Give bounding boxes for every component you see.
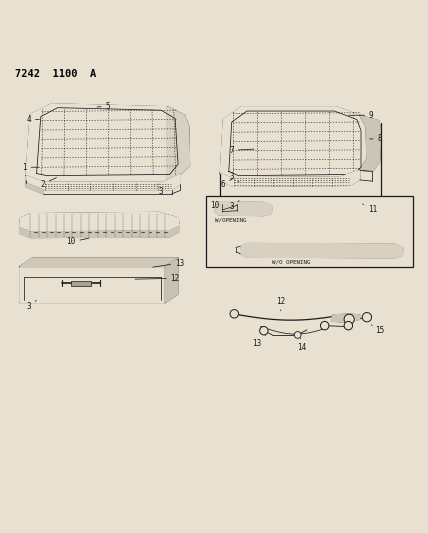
Text: 8: 8 bbox=[370, 134, 382, 143]
Polygon shape bbox=[167, 107, 190, 182]
Circle shape bbox=[344, 314, 354, 325]
Polygon shape bbox=[26, 174, 180, 190]
Text: 11: 11 bbox=[363, 204, 377, 214]
Polygon shape bbox=[220, 170, 360, 186]
Text: 7242  1100  A: 7242 1100 A bbox=[15, 69, 97, 79]
Text: 10: 10 bbox=[210, 201, 219, 211]
Text: 2: 2 bbox=[41, 177, 56, 189]
Polygon shape bbox=[220, 107, 367, 178]
Text: 3: 3 bbox=[229, 173, 239, 182]
Polygon shape bbox=[20, 266, 165, 302]
Circle shape bbox=[294, 332, 301, 338]
Circle shape bbox=[260, 327, 268, 335]
Text: 12: 12 bbox=[276, 297, 285, 311]
Bar bbox=[205, 196, 413, 268]
Text: 7: 7 bbox=[229, 146, 254, 155]
Polygon shape bbox=[332, 314, 360, 322]
Polygon shape bbox=[240, 243, 403, 258]
Polygon shape bbox=[360, 115, 381, 172]
Text: 12: 12 bbox=[135, 274, 180, 283]
Text: 4: 4 bbox=[27, 115, 39, 124]
Text: 1: 1 bbox=[22, 163, 39, 172]
Polygon shape bbox=[26, 104, 190, 182]
Text: 15: 15 bbox=[371, 325, 384, 335]
Polygon shape bbox=[20, 258, 178, 266]
Text: 3: 3 bbox=[155, 185, 163, 196]
Polygon shape bbox=[20, 227, 179, 238]
Text: 9: 9 bbox=[348, 111, 374, 120]
Circle shape bbox=[230, 310, 238, 318]
Polygon shape bbox=[26, 183, 43, 194]
Text: 10: 10 bbox=[67, 238, 89, 246]
Text: W/O OPENING: W/O OPENING bbox=[272, 260, 311, 264]
Text: 13: 13 bbox=[253, 335, 266, 348]
Text: 6: 6 bbox=[221, 179, 233, 189]
Text: W/OPENING: W/OPENING bbox=[215, 217, 247, 222]
Circle shape bbox=[344, 321, 353, 330]
Circle shape bbox=[321, 321, 329, 330]
Bar bbox=[71, 281, 92, 286]
Polygon shape bbox=[165, 258, 178, 302]
Circle shape bbox=[66, 281, 70, 286]
Text: 5: 5 bbox=[97, 102, 110, 111]
Text: 3: 3 bbox=[229, 200, 239, 211]
Circle shape bbox=[89, 281, 94, 286]
Circle shape bbox=[362, 312, 372, 322]
Polygon shape bbox=[20, 213, 179, 232]
Text: 14: 14 bbox=[297, 338, 306, 352]
Text: 13: 13 bbox=[153, 259, 184, 268]
Text: 3: 3 bbox=[27, 301, 36, 311]
Polygon shape bbox=[215, 201, 272, 216]
